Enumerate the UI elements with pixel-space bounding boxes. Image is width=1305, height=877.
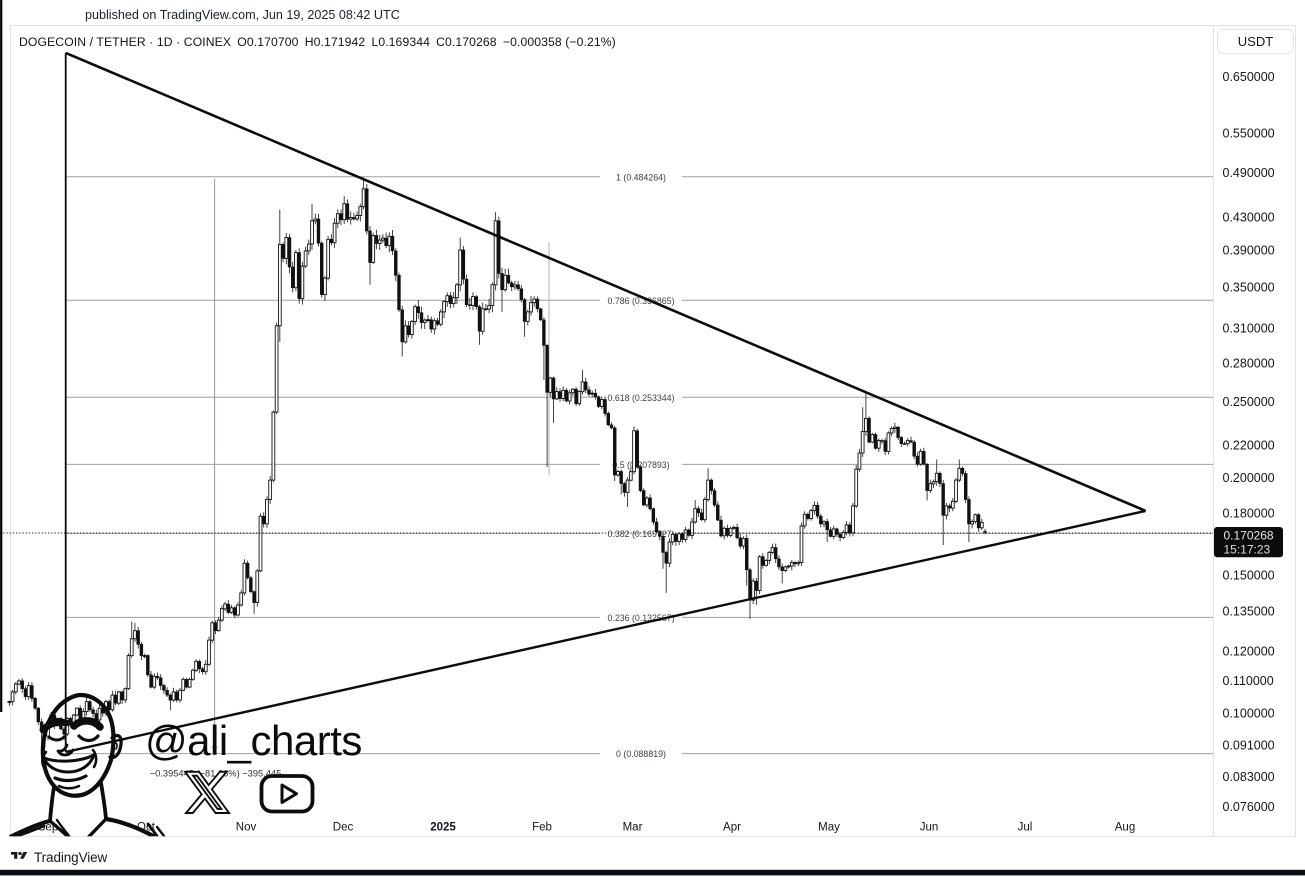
svg-text:USDT: USDT: [1238, 34, 1273, 49]
svg-text:Dec: Dec: [333, 822, 354, 834]
svg-text:0.382 (0.169727): 0.382 (0.169727): [607, 529, 674, 539]
svg-text:0.390000: 0.390000: [1223, 244, 1275, 258]
svg-text:0.786 (0.336865): 0.786 (0.336865): [607, 296, 674, 306]
svg-text:−0.395445 (−81.66%) −395,445: −0.395445 (−81.66%) −395,445: [150, 769, 282, 779]
svg-text:0.310000: 0.310000: [1223, 322, 1275, 336]
svg-text:0.200000: 0.200000: [1223, 471, 1275, 485]
svg-text:0.550000: 0.550000: [1223, 127, 1275, 141]
svg-text:DOGECOIN / TETHER · 1D · COINE: DOGECOIN / TETHER · 1D · COINEX O0.17070…: [19, 35, 616, 49]
svg-text:Jun: Jun: [920, 822, 939, 834]
svg-text:0.280000: 0.280000: [1223, 356, 1275, 370]
svg-text:0.180000: 0.180000: [1223, 507, 1275, 521]
svg-text:May: May: [818, 822, 840, 834]
svg-text:0.120000: 0.120000: [1223, 645, 1275, 659]
svg-text:0 (0.088819): 0 (0.088819): [616, 749, 666, 759]
svg-text:Feb: Feb: [532, 822, 552, 834]
svg-text:0.250000: 0.250000: [1223, 395, 1275, 409]
svg-text:0.5 (0.207893): 0.5 (0.207893): [612, 460, 669, 470]
svg-text:0.350000: 0.350000: [1223, 280, 1275, 294]
svg-text:0.650000: 0.650000: [1223, 70, 1275, 84]
svg-text:1 (0.484264): 1 (0.484264): [616, 172, 666, 182]
svg-text:0.110000: 0.110000: [1223, 674, 1274, 688]
svg-text:0.430000: 0.430000: [1223, 210, 1275, 224]
svg-text:0.236 (0.132567): 0.236 (0.132567): [607, 613, 674, 623]
svg-text:Aug: Aug: [1115, 822, 1135, 834]
svg-text:Nov: Nov: [236, 822, 257, 834]
svg-text:0.170268: 0.170268: [1224, 528, 1274, 542]
svg-text:0.083000: 0.083000: [1223, 770, 1275, 784]
svg-text:@ali_charts: @ali_charts: [145, 717, 362, 764]
svg-text:TradingView: TradingView: [34, 850, 108, 865]
svg-text:0.150000: 0.150000: [1223, 569, 1275, 583]
svg-text:0.220000: 0.220000: [1223, 438, 1275, 452]
svg-text:0.100000: 0.100000: [1223, 707, 1275, 721]
svg-text:2025: 2025: [430, 822, 456, 834]
svg-text:0.135000: 0.135000: [1223, 604, 1275, 618]
svg-text:15:17:23: 15:17:23: [1224, 543, 1271, 557]
svg-text:0.490000: 0.490000: [1223, 166, 1275, 180]
svg-text:Apr: Apr: [723, 822, 741, 834]
svg-text:0.618 (0.253344): 0.618 (0.253344): [607, 393, 674, 403]
svg-text:Mar: Mar: [623, 822, 643, 834]
svg-text:Jul: Jul: [1018, 822, 1033, 834]
svg-text:0.091000: 0.091000: [1223, 739, 1275, 753]
svg-text:published on TradingView.com,: published on TradingView.com, Jun 19, 20…: [85, 8, 400, 22]
svg-text:0.076000: 0.076000: [1223, 800, 1275, 814]
